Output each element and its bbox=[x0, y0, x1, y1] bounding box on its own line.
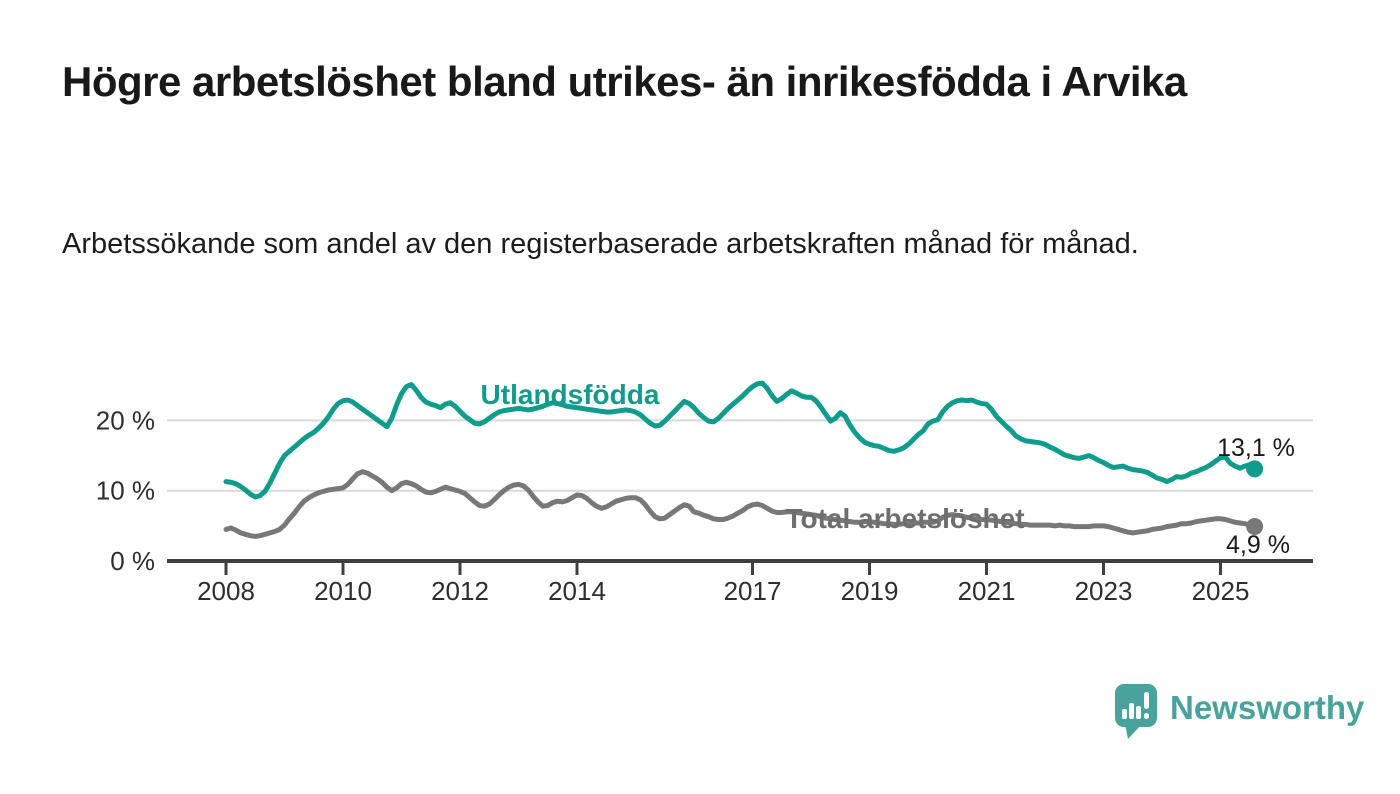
x-axis-tick-label: 2008 bbox=[197, 576, 255, 606]
y-axis-tick-label: 20 % bbox=[96, 405, 155, 435]
x-axis-tick-label: 2014 bbox=[548, 576, 606, 606]
end-value-total-arbetsloshet: 4,9 % bbox=[1226, 531, 1290, 559]
x-axis-tick-label: 2012 bbox=[431, 576, 489, 606]
y-axis-tick-label: 0 % bbox=[110, 546, 155, 576]
chart-labels: Utlandsfödda Total arbetslöshet 13,1 % 4… bbox=[481, 379, 1295, 559]
series-label-total-arbetsloshet: Total arbetslöshet bbox=[785, 503, 1024, 534]
end-value-utlandsfodda: 13,1 % bbox=[1217, 434, 1295, 462]
x-axis-tick-label: 2025 bbox=[1192, 576, 1250, 606]
newsworthy-logo: Newsworthy bbox=[1115, 684, 1364, 740]
bar-chart-speech-bubble-icon bbox=[1115, 684, 1157, 739]
series-end-dot bbox=[1246, 518, 1264, 536]
series-label-utlandsfodda: Utlandsfödda bbox=[481, 379, 660, 410]
page-subtitle: Arbetssökande som andel av den registerb… bbox=[62, 228, 1139, 260]
series-end-dot bbox=[1246, 460, 1264, 478]
x-axis-tick-label: 2023 bbox=[1075, 576, 1133, 606]
series-line bbox=[223, 380, 1258, 500]
plot-area: 0 % 10 % 20 % 2008 2010 2012 2014 2017 2019 2021 2… bbox=[96, 380, 1313, 606]
x-axis-tick-label: 2019 bbox=[841, 576, 899, 606]
y-axis-tick-label: 10 % bbox=[96, 476, 155, 506]
newsworthy-wordmark: Newsworthy bbox=[1170, 688, 1365, 726]
x-axis-tick-label: 2021 bbox=[958, 576, 1016, 606]
series-line bbox=[223, 469, 1258, 539]
x-axis-tick-label: 2017 bbox=[724, 576, 782, 606]
x-axis-tick-label: 2010 bbox=[314, 576, 372, 606]
page-title: Högre arbetslöshet bland utrikes- än inr… bbox=[62, 58, 1187, 105]
